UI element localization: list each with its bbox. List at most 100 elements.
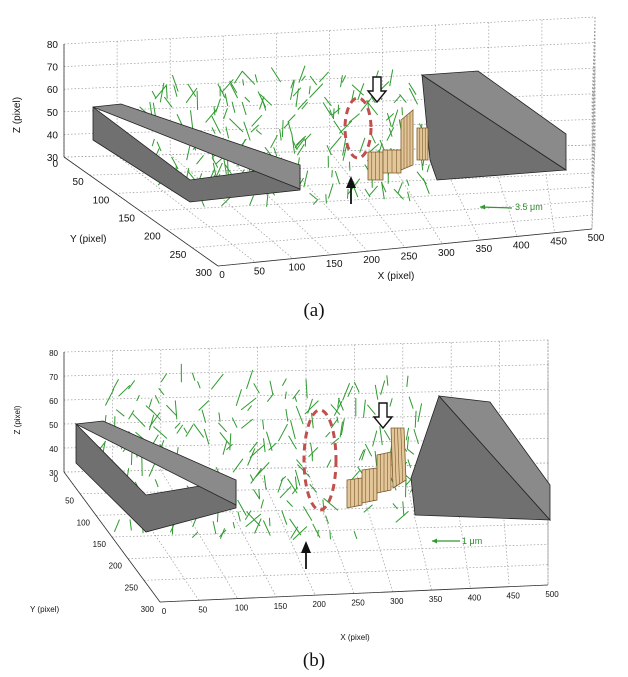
- velocity-vector: [171, 156, 179, 170]
- velocity-vector: [307, 398, 313, 414]
- velocity-vector: [266, 191, 269, 207]
- velocity-vector: [406, 436, 409, 450]
- velocity-vector: [269, 380, 274, 396]
- velocity-vector: [305, 379, 308, 399]
- velocity-vector: [225, 126, 230, 139]
- velocity-vector: [233, 71, 243, 84]
- velocity-vector: [374, 450, 378, 466]
- velocity-vector: [210, 373, 224, 390]
- velocity-vector: [218, 422, 227, 433]
- velocity-vector: [363, 504, 373, 513]
- velocity-vector: [183, 427, 188, 434]
- velocity-vector: [422, 178, 430, 194]
- velocity-vector: [308, 447, 319, 458]
- velocity-vector: [148, 398, 153, 408]
- solid-arrow-icon: [301, 541, 311, 553]
- y-tick-label: 100: [77, 518, 91, 527]
- velocity-vector: [280, 476, 287, 482]
- y-tick-label: 50: [65, 497, 74, 506]
- velocity-vector: [319, 71, 329, 83]
- velocity-vector: [262, 419, 265, 430]
- velocity-vector: [186, 145, 191, 161]
- velocity-vector: [391, 109, 399, 128]
- velocity-vector: [250, 124, 260, 133]
- velocity-vector: [128, 410, 135, 420]
- velocity-vector: [374, 384, 379, 400]
- velocity-vector: [408, 87, 419, 105]
- velocity-vector: [290, 526, 299, 539]
- x-tick-label: 150: [274, 602, 288, 611]
- velocity-vector: [205, 107, 218, 123]
- x-axis-label: X (pixel): [378, 271, 415, 282]
- velocity-vector: [150, 409, 162, 421]
- velocity-vector: [226, 443, 233, 451]
- velocity-vector: [309, 75, 318, 86]
- velocity-vector: [263, 438, 266, 453]
- velocity-vector: [329, 109, 334, 118]
- velocity-vector: [295, 405, 304, 425]
- y-tick-label: 250: [125, 583, 139, 592]
- velocity-vector: [115, 409, 125, 417]
- velocity-vector: [340, 418, 345, 435]
- velocity-vector: [294, 469, 301, 486]
- velocity-vector: [240, 418, 254, 429]
- velocity-vector: [372, 430, 378, 447]
- velocity-vector: [249, 441, 258, 453]
- velocity-vector: [291, 486, 298, 495]
- velocity-vector: [224, 164, 232, 175]
- velocity-vector: [381, 181, 385, 200]
- velocity-vector: [328, 183, 334, 199]
- grid-line: [63, 339, 549, 353]
- left-electrode-top: [74, 420, 237, 506]
- x-tick-label: 200: [313, 600, 327, 609]
- x-tick-label: 300: [390, 597, 404, 606]
- velocity-vector: [277, 477, 284, 493]
- velocity-vector: [215, 98, 221, 113]
- y-tick-label: 150: [93, 540, 107, 549]
- grid-line: [499, 463, 510, 587]
- velocity-vector: [129, 519, 132, 531]
- z-tick-label: 70: [49, 373, 58, 382]
- grid-line: [208, 469, 277, 598]
- velocity-vector: [333, 120, 344, 136]
- velocity-vector: [368, 185, 378, 197]
- velocity-vector: [311, 412, 314, 429]
- velocity-vector: [330, 404, 341, 416]
- velocity-vector: [285, 408, 289, 422]
- velocity-vector: [198, 400, 210, 411]
- velocity-vector: [386, 127, 395, 141]
- velocity-vector: [279, 129, 282, 141]
- velocity-vector: [326, 459, 332, 468]
- velocity-vector: [158, 387, 165, 396]
- x-tick-label: 450: [550, 237, 567, 248]
- velocity-vector: [130, 452, 133, 466]
- velocity-vector: [163, 96, 173, 108]
- z-tick-label: 40: [47, 130, 59, 141]
- velocity-vector: [221, 79, 234, 93]
- velocity-vector: [395, 510, 409, 523]
- x-tick-label: 300: [438, 248, 455, 259]
- scale-vector-head: [480, 204, 485, 210]
- membrane-wall: [367, 109, 429, 181]
- grid-line: [192, 214, 593, 249]
- velocity-vector: [407, 191, 411, 202]
- velocity-vector: [284, 391, 287, 400]
- velocity-vector: [295, 88, 299, 108]
- velocity-vector: [388, 128, 393, 137]
- hollow-arrow-icon: [366, 76, 388, 104]
- y-tick-label: 300: [141, 605, 155, 614]
- highlight-ellipse: [343, 96, 373, 160]
- velocity-vector: [312, 523, 321, 539]
- right-electrode-top: [437, 395, 551, 522]
- wall-stripe: [393, 427, 397, 487]
- x-tick-label: 100: [235, 604, 249, 613]
- velocity-vector: [255, 129, 262, 135]
- velocity-vector: [201, 409, 207, 423]
- velocity-vector: [325, 194, 327, 204]
- electrode-blocks: [74, 395, 551, 533]
- velocity-vector: [287, 114, 296, 123]
- x-tick-label: 50: [198, 605, 207, 614]
- velocity-vector: [262, 520, 271, 536]
- x-tick-label: 500: [545, 590, 559, 599]
- grid-line: [143, 564, 549, 581]
